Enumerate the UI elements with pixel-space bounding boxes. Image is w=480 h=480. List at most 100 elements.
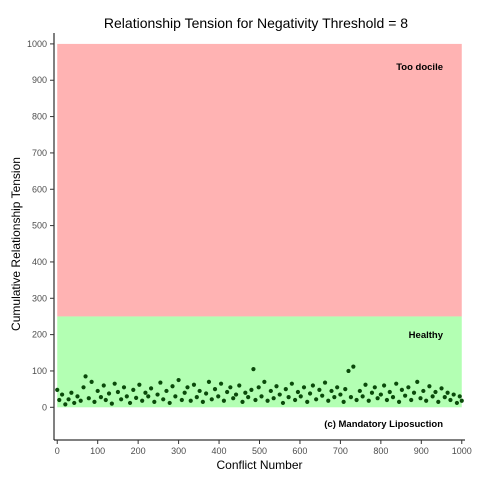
data-point-123 [421,388,426,394]
data-point-27 [134,395,139,400]
data-point-118 [406,385,411,390]
data-point-115 [396,399,402,404]
data-point-125 [427,384,432,389]
data-point-38 [167,400,172,406]
data-point-24 [124,394,129,399]
data-point-109 [378,392,383,397]
data-point-30 [143,390,148,395]
data-point-136 [459,398,464,403]
data-point-52 [209,397,214,402]
data-point-68 [256,385,261,390]
data-point-84 [305,399,310,404]
data-point-119 [409,397,414,403]
data-point-59 [231,396,236,401]
x-tick-label-0: 0 [55,446,60,456]
data-point-9 [81,385,86,390]
data-point-13 [92,399,97,404]
y-tick-label-500: 500 [32,221,47,231]
data-point-129 [439,386,444,391]
data-point-53 [212,387,218,392]
x-tick-label-1000: 1000 [452,446,472,456]
data-point-5 [69,390,74,395]
data-point-49 [200,399,205,404]
data-point-90 [322,380,328,385]
data-point-79 [289,381,294,386]
data-point-66 [251,367,256,372]
data-point-86 [310,383,315,388]
data-point-134 [454,400,460,406]
data-point-98 [346,368,351,374]
data-point-23 [121,385,127,390]
data-point-72 [268,388,273,394]
data-point-78 [286,395,291,400]
data-point-103 [360,394,365,399]
data-point-8 [78,398,83,403]
x-tick-label-700: 700 [333,446,348,456]
data-point-35 [158,380,163,385]
data-point-132 [448,397,453,403]
data-point-63 [243,390,248,395]
data-point-34 [155,392,160,397]
data-point-131 [445,390,450,395]
data-point-112 [387,389,392,395]
data-point-29 [140,398,145,403]
x-tick-label-100: 100 [90,446,105,456]
data-point-65 [249,387,254,392]
data-point-45 [188,398,193,403]
data-point-7 [75,394,80,399]
data-point-16 [101,383,106,388]
x-tick-label-200: 200 [131,446,146,456]
data-point-54 [216,394,221,399]
data-point-127 [433,389,438,395]
x-tick-label-400: 400 [212,446,227,456]
data-point-67 [253,397,258,403]
data-point-111 [384,397,390,403]
x-tick-label-500: 500 [252,446,267,456]
data-point-94 [335,385,340,390]
data-point-135 [457,394,462,399]
data-point-3 [63,402,68,407]
data-point-122 [418,396,423,401]
data-point-97 [343,387,348,392]
x-tick-label-800: 800 [373,446,388,456]
data-point-36 [161,397,166,402]
data-point-91 [326,398,331,403]
y-tick-label-900: 900 [32,75,47,85]
y-tick-label-1000: 1000 [27,39,47,49]
data-point-10 [83,374,88,379]
data-point-107 [372,385,377,390]
data-point-108 [375,396,380,401]
data-point-74 [274,384,279,389]
data-point-42 [179,397,184,403]
data-point-75 [277,392,282,397]
data-point-31 [146,394,151,399]
data-point-33 [152,399,157,404]
data-point-93 [332,395,337,400]
data-point-20 [112,381,117,386]
data-point-2 [59,392,65,397]
data-point-22 [119,397,124,402]
data-point-88 [317,387,322,392]
data-point-92 [329,388,334,394]
x-tick-label-900: 900 [414,446,429,456]
band-too-docile [57,43,462,317]
data-point-4 [66,397,71,402]
data-point-0 [55,387,60,392]
data-point-130 [442,395,447,400]
data-point-77 [283,387,288,392]
data-point-21 [115,389,121,395]
data-point-46 [191,382,197,387]
data-point-44 [185,385,190,390]
data-point-82 [298,394,303,399]
data-point-39 [170,384,175,389]
data-point-64 [246,395,251,400]
data-point-133 [451,392,456,397]
data-point-32 [148,386,154,391]
data-point-61 [237,383,242,388]
y-tick-label-800: 800 [32,112,47,122]
data-point-47 [194,395,199,400]
data-point-25 [127,400,133,406]
annotation-too-docile: Too docile [396,62,443,73]
data-point-100 [351,364,356,369]
y-axis-title: Cumulative Relationship Tension [9,157,23,331]
